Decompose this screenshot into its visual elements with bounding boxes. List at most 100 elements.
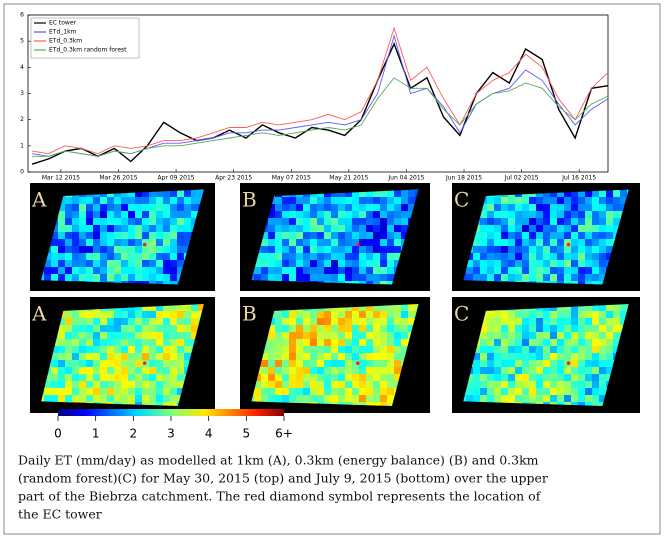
map-cell — [359, 318, 366, 325]
map-cell — [352, 353, 359, 360]
map-cell — [578, 332, 585, 339]
map-cell — [51, 367, 58, 374]
map-cell — [408, 325, 415, 332]
map-cell — [543, 246, 550, 253]
map-cell — [606, 211, 613, 218]
map-cell — [620, 197, 627, 204]
map-cell — [170, 204, 177, 211]
map-cell — [282, 232, 289, 239]
map-cell — [135, 311, 142, 318]
map-cell — [387, 267, 394, 274]
map-cell — [338, 281, 345, 285]
map-cell — [58, 253, 65, 260]
map-cell — [121, 253, 128, 260]
map-cell — [135, 353, 142, 360]
map-cell — [163, 367, 170, 374]
map-cell — [86, 367, 93, 374]
map-cell — [268, 204, 275, 211]
map-cell — [345, 374, 352, 381]
map-cell — [394, 197, 401, 204]
map-cell — [135, 253, 142, 260]
map-cell — [93, 388, 100, 395]
map-cell — [394, 239, 401, 246]
map-cell — [289, 253, 296, 260]
map-cell — [501, 267, 508, 274]
map-cell — [72, 253, 79, 260]
map-cell — [578, 388, 585, 395]
map-cell — [487, 388, 494, 395]
map-cell — [578, 239, 585, 246]
map-cell — [282, 211, 289, 218]
map-cell — [310, 332, 317, 339]
map-cell — [86, 395, 93, 402]
map-cell — [536, 239, 543, 246]
map-cell — [529, 253, 536, 260]
map-cell — [359, 260, 366, 267]
map-cell — [177, 239, 184, 246]
map-cell — [317, 346, 324, 353]
map-cell — [338, 239, 345, 246]
map-cell — [508, 246, 515, 253]
map-cell — [149, 274, 156, 281]
map-cell — [86, 211, 93, 218]
map-cell — [487, 246, 494, 253]
map-cell — [72, 225, 79, 232]
map-cell — [163, 346, 170, 353]
map-cell — [114, 395, 121, 402]
map-cell — [65, 267, 72, 274]
map-cell — [282, 197, 289, 204]
map-cell — [310, 267, 317, 274]
map-cell — [401, 232, 408, 239]
map-cell — [170, 381, 177, 388]
map-cell — [114, 218, 121, 225]
map-cell — [373, 325, 380, 332]
map-cell — [121, 239, 128, 246]
map-cell — [44, 274, 51, 281]
map-cell — [501, 332, 508, 339]
caption-line: the EC tower — [18, 507, 102, 522]
map-cell — [331, 367, 338, 374]
map-cell — [170, 325, 177, 332]
map-cell — [303, 246, 310, 253]
map-cell — [296, 246, 303, 253]
map-cell — [359, 197, 366, 204]
map-cell — [550, 325, 557, 332]
map-cell — [480, 267, 487, 274]
map-cell — [135, 232, 142, 239]
map-cell — [121, 218, 128, 225]
map-cell — [177, 204, 184, 211]
map-cell — [515, 260, 522, 267]
map-cell — [480, 332, 487, 339]
map-cell — [268, 339, 275, 346]
map-cell — [429, 311, 436, 318]
map-cell — [345, 367, 352, 374]
map-cell — [536, 232, 543, 239]
map-cell — [401, 311, 408, 318]
map-cell — [317, 395, 324, 402]
map-cell — [366, 204, 373, 211]
map-cell — [592, 325, 599, 332]
map-cell — [606, 346, 613, 353]
map-cell — [338, 253, 345, 260]
map-cell — [79, 374, 86, 381]
map-cell — [79, 225, 86, 232]
map-cell — [163, 253, 170, 260]
map-cell — [65, 332, 72, 339]
map-cell — [429, 332, 436, 339]
map-cell — [592, 232, 599, 239]
map-cell — [429, 374, 436, 381]
map-cell — [163, 197, 170, 204]
map-cell — [128, 218, 135, 225]
map-cell — [107, 325, 114, 332]
map-cell — [543, 260, 550, 267]
map-cell — [473, 388, 480, 395]
map-cell — [564, 381, 571, 388]
colorbar-tick-label: 3 — [167, 427, 175, 441]
map-cell — [107, 367, 114, 374]
map-cell — [494, 218, 501, 225]
map-cell — [429, 339, 436, 346]
map-cell — [275, 346, 282, 353]
map-cell — [578, 304, 585, 311]
map-cell — [121, 225, 128, 232]
map-cell — [522, 246, 529, 253]
